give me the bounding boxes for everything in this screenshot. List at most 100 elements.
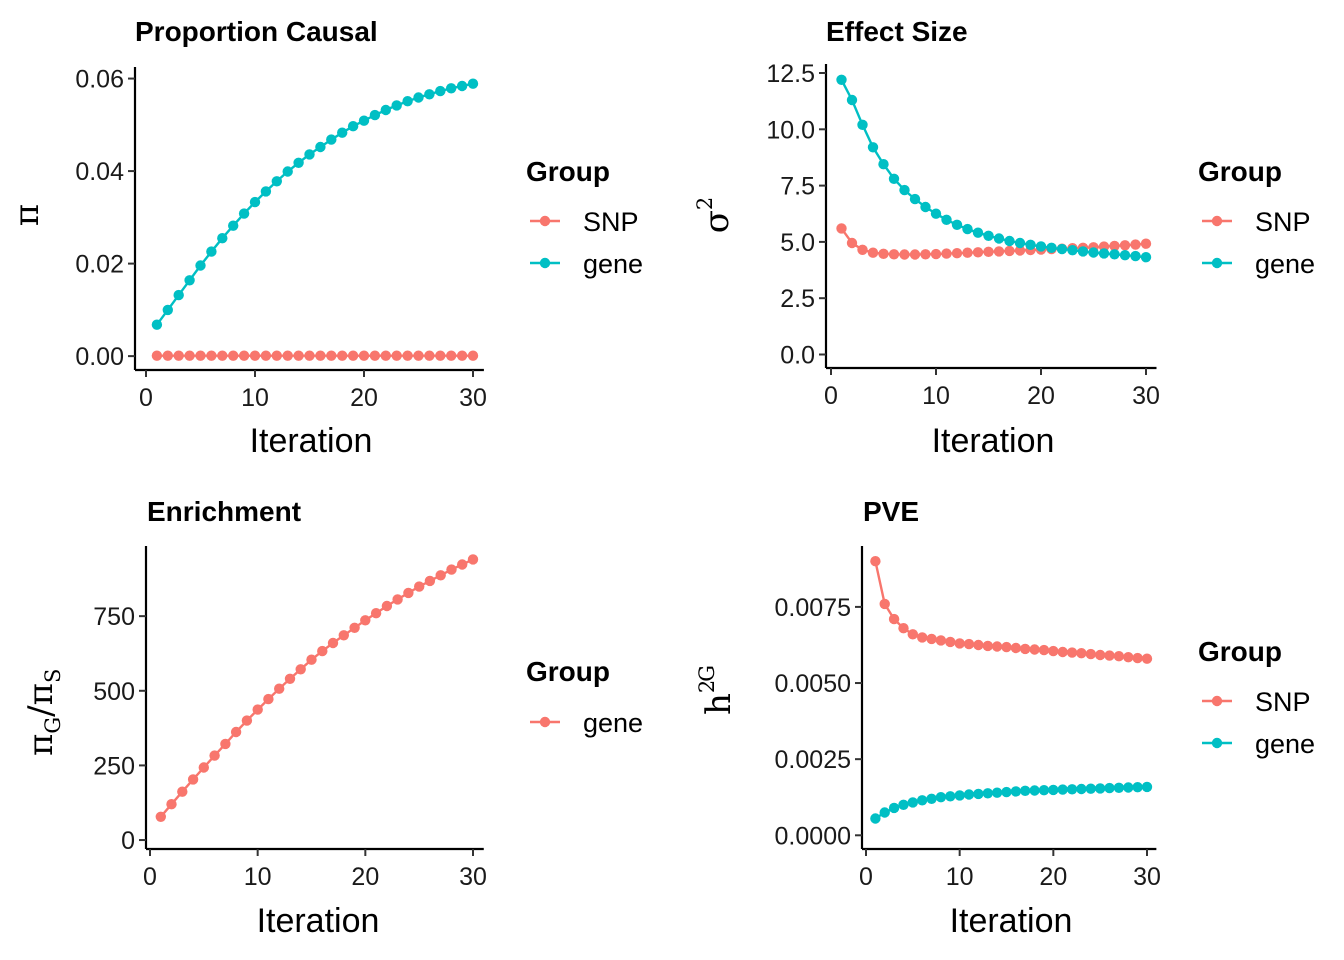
legend-title-effect: Group xyxy=(1198,156,1282,187)
title-enrichment: Enrichment xyxy=(147,496,301,527)
data-point-gene xyxy=(1048,784,1059,796)
title-pve: PVE xyxy=(863,496,919,527)
data-point-SNP xyxy=(1029,644,1040,655)
data-point-gene xyxy=(358,115,370,126)
data-point-gene xyxy=(177,786,188,797)
ylabel-effect: σ2 xyxy=(693,197,737,234)
legend-key-point xyxy=(539,257,551,269)
y-tick-label: 0 xyxy=(121,827,135,855)
data-point-SNP xyxy=(836,223,847,234)
legend-key-point xyxy=(1211,257,1223,269)
data-point-gene xyxy=(209,750,220,761)
y-tick-label: 12.5 xyxy=(766,60,815,88)
data-point-SNP xyxy=(1010,642,1022,654)
x-tick-label: 0 xyxy=(143,863,157,891)
legend-label: gene xyxy=(1255,729,1315,759)
data-point-SNP xyxy=(1014,245,1026,256)
data-point-gene xyxy=(241,715,253,726)
data-point-gene xyxy=(935,792,947,803)
x-tick-label: 10 xyxy=(946,863,974,891)
legend-entry-gene: gene xyxy=(530,708,643,738)
data-point-gene xyxy=(1029,785,1040,796)
data-point-SNP xyxy=(926,633,937,645)
data-point-SNP xyxy=(369,350,381,361)
data-point-gene xyxy=(337,127,348,138)
data-point-SNP xyxy=(935,635,947,646)
data-point-gene xyxy=(151,319,163,330)
legend-pve: Group SNP gene xyxy=(1198,636,1315,759)
data-point-gene xyxy=(1066,784,1078,795)
data-point-SNP xyxy=(982,640,993,652)
data-point-gene xyxy=(173,289,184,301)
data-point-gene xyxy=(888,173,900,184)
x-tick-label: 10 xyxy=(922,382,950,410)
data-point-gene xyxy=(1095,783,1106,794)
data-point-gene xyxy=(962,223,973,235)
data-point-gene xyxy=(249,196,261,208)
data-point-SNP xyxy=(857,244,868,255)
data-point-SNP xyxy=(315,350,326,361)
data-point-gene xyxy=(402,96,413,107)
data-point-gene xyxy=(456,80,468,92)
ylabel-pve-h: h xyxy=(699,693,739,715)
ylabel-pve: h2G xyxy=(695,665,739,715)
data-point-SNP xyxy=(1123,652,1134,663)
x-tick-label: 0 xyxy=(139,384,153,412)
y-tick-label: 0.00 xyxy=(75,343,124,371)
data-point-gene xyxy=(1025,239,1036,250)
data-point-SNP xyxy=(983,246,994,257)
data-point-SNP xyxy=(993,246,1005,257)
data-point-gene xyxy=(909,193,921,205)
title-effect-size: Effect Size xyxy=(826,16,968,47)
data-point-SNP xyxy=(249,350,261,361)
data-point-SNP xyxy=(945,636,956,648)
data-point-gene xyxy=(930,208,942,219)
data-point-gene xyxy=(424,575,436,587)
data-point-gene xyxy=(360,615,371,626)
x-tick-label: 0 xyxy=(824,382,838,410)
data-point-SNP xyxy=(1057,646,1068,658)
data-point-SNP xyxy=(206,350,217,361)
data-point-SNP xyxy=(173,350,184,361)
data-point-gene xyxy=(1014,237,1026,249)
ylabel-enrichment-text: πG/πS xyxy=(21,669,65,756)
data-point-gene xyxy=(306,654,317,665)
data-point-SNP xyxy=(380,350,391,361)
data-point-gene xyxy=(846,94,858,106)
legend-label: SNP xyxy=(583,207,639,237)
data-point-gene xyxy=(1077,246,1089,257)
ylabel-enrichment-slash: / xyxy=(21,705,61,717)
data-point-gene xyxy=(1140,252,1152,263)
data-point-SNP xyxy=(304,350,315,361)
legend-label: gene xyxy=(583,708,643,738)
data-point-SNP xyxy=(1132,652,1143,664)
data-point-SNP xyxy=(867,247,879,258)
data-point-gene xyxy=(435,85,446,97)
data-point-gene xyxy=(217,233,228,244)
data-point-gene xyxy=(391,100,402,111)
data-point-SNP xyxy=(951,248,963,259)
data-point-SNP xyxy=(1104,650,1115,661)
data-point-SNP xyxy=(1119,240,1131,251)
data-point-gene xyxy=(1130,250,1141,262)
y-tick-label: 750 xyxy=(93,603,135,631)
data-point-SNP xyxy=(217,350,228,361)
data-point-gene xyxy=(1004,235,1015,247)
data-point-gene xyxy=(1098,248,1110,259)
data-point-SNP xyxy=(1048,645,1059,657)
data-point-gene xyxy=(888,802,900,814)
data-point-gene xyxy=(424,89,435,100)
data-point-gene xyxy=(1104,782,1115,794)
data-point-gene xyxy=(951,219,963,230)
data-point-SNP xyxy=(930,248,942,260)
data-point-gene xyxy=(1088,247,1099,258)
data-point-SNP xyxy=(972,247,984,258)
y-tick-label: 0.0050 xyxy=(775,670,851,698)
plot-area-effect: 0.0 2.5 5.0 7.5 10.0 12.5 0 10 20 30 xyxy=(766,60,1160,410)
data-point-gene xyxy=(870,813,881,824)
data-point-gene xyxy=(349,622,360,633)
data-point-gene xyxy=(1038,785,1050,796)
legend-key-point xyxy=(1211,695,1223,707)
data-point-gene xyxy=(155,811,166,822)
xlabel-proportion: Iteration xyxy=(250,422,373,460)
